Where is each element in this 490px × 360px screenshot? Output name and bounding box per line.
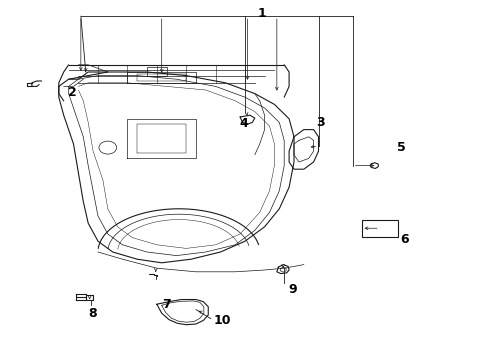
Text: 6: 6 [400, 233, 409, 246]
Text: 1: 1 [258, 7, 267, 20]
Text: 5: 5 [397, 141, 406, 154]
Text: 4: 4 [240, 117, 248, 130]
Text: 7: 7 [162, 298, 171, 311]
Text: 9: 9 [289, 283, 297, 296]
Bar [362, 220, 398, 237]
Text: 3: 3 [317, 116, 325, 129]
Text: 8: 8 [88, 307, 97, 320]
Text: 10: 10 [213, 314, 231, 327]
Text: 2: 2 [68, 86, 77, 99]
